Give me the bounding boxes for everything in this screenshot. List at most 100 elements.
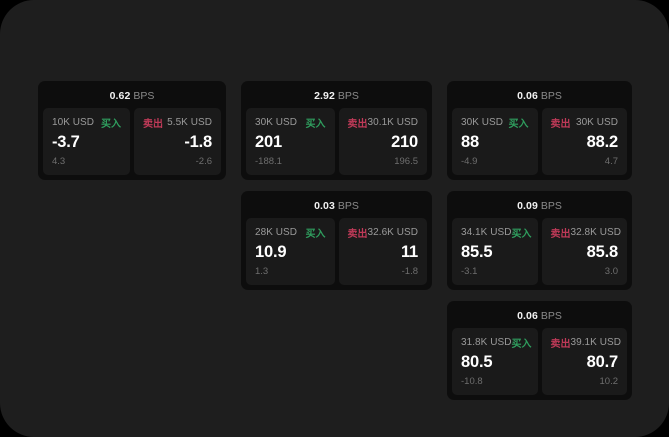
card-header: 0.03 BPS xyxy=(246,197,427,218)
card-header: 0.09 BPS xyxy=(452,197,627,218)
buy-value: 88 xyxy=(461,133,479,151)
card-header: 0.06 BPS xyxy=(452,307,627,328)
card-header: 0.06 BPS xyxy=(452,87,627,108)
sell-sub-value: 196.5 xyxy=(394,156,418,167)
sell-sub-value: -1.8 xyxy=(401,266,418,277)
bps-value: 0.09 xyxy=(517,200,538,212)
sell-tag: 卖出 xyxy=(550,229,571,240)
buy-panel[interactable]: 34.1K USD 买入 85.5 -3.1 xyxy=(452,218,538,285)
sell-panel[interactable]: 卖出 30.1K USD 210 196.5 xyxy=(338,108,427,175)
sell-size-label: 30.1K USD xyxy=(367,117,418,128)
bps-unit: BPS xyxy=(540,90,562,102)
buy-panel-header: 30K USD 买入 xyxy=(255,116,326,130)
buy-size-label: 28K USD xyxy=(255,227,298,238)
buy-panel-header: 34.1K USD 买入 xyxy=(461,226,532,240)
buy-tag: 买入 xyxy=(511,229,532,240)
spread-card[interactable]: 0.06 BPS 31.8K USD 买入 80.5 -10.8 卖出 xyxy=(447,301,632,400)
sell-value: 210 xyxy=(391,133,418,151)
buy-sub-value: 4.3 xyxy=(52,156,66,167)
card-body: 30K USD 买入 88 -4.9 卖出 30K USD 88.2 4.7 xyxy=(452,108,627,175)
sell-panel-header: 卖出 32.8K USD xyxy=(550,226,621,240)
bps-value: 0.62 xyxy=(109,90,131,102)
sell-tag: 卖出 xyxy=(347,229,368,240)
sell-tag: 卖出 xyxy=(143,119,163,130)
buy-sub-value: -188.1 xyxy=(255,156,282,167)
card-body: 34.1K USD 买入 85.5 -3.1 卖出 32.8K USD 85.8… xyxy=(452,218,627,285)
sell-sub-value: 4.7 xyxy=(604,156,618,167)
sell-sub-value: 10.2 xyxy=(599,376,619,387)
bps-unit: BPS xyxy=(540,310,562,322)
bps-unit: BPS xyxy=(337,90,359,102)
bps-value: 0.03 xyxy=(314,200,335,212)
buy-panel-header: 31.8K USD 买入 xyxy=(461,336,532,350)
buy-value: -3.7 xyxy=(52,133,80,151)
buy-panel[interactable]: 30K USD 买入 88 -4.9 xyxy=(452,108,538,175)
sell-tag: 卖出 xyxy=(347,119,368,130)
sell-value: 88.2 xyxy=(586,133,619,151)
card-body: 28K USD 买入 10.9 1.3 卖出 32.6K USD 11 -1.8 xyxy=(246,218,427,285)
buy-tag: 买入 xyxy=(305,229,326,240)
sell-panel[interactable]: 卖出 32.8K USD 85.8 3.0 xyxy=(541,218,627,285)
buy-size-label: 10K USD xyxy=(52,117,95,128)
bps-value: 0.06 xyxy=(517,310,538,322)
sell-size-label: 5.5K USD xyxy=(167,117,212,128)
spread-card[interactable]: 0.09 BPS 34.1K USD 买入 85.5 -3.1 卖出 xyxy=(447,191,632,290)
buy-tag: 买入 xyxy=(508,119,529,130)
buy-panel-header: 10K USD 买入 xyxy=(52,116,121,130)
buy-size-label: 31.8K USD xyxy=(461,337,512,348)
sell-panel-header: 卖出 30K USD xyxy=(551,116,619,130)
buy-value: 80.5 xyxy=(461,353,493,371)
buy-value: 85.5 xyxy=(461,243,493,261)
sell-value: 85.8 xyxy=(586,243,619,261)
sell-size-label: 32.6K USD xyxy=(367,227,418,238)
buy-sub-value: 1.3 xyxy=(255,266,269,277)
buy-panel[interactable]: 10K USD 买入 -3.7 4.3 xyxy=(43,108,130,175)
spread-card[interactable]: 2.92 BPS 30K USD 买入 201 -188.1 卖出 xyxy=(241,81,432,180)
card-header: 0.62 BPS xyxy=(43,87,221,108)
card-column-2: 2.92 BPS 30K USD 买入 201 -188.1 卖出 xyxy=(241,81,432,290)
buy-panel[interactable]: 31.8K USD 买入 80.5 -10.8 xyxy=(452,328,538,395)
spread-card[interactable]: 0.03 BPS 28K USD 买入 10.9 1.3 卖出 xyxy=(241,191,432,290)
sell-panel[interactable]: 卖出 32.6K USD 11 -1.8 xyxy=(338,218,427,285)
sell-size-label: 30K USD xyxy=(575,117,618,128)
sell-size-label: 32.8K USD xyxy=(570,227,621,238)
buy-value: 10.9 xyxy=(255,243,287,261)
sell-sub-value: -2.6 xyxy=(195,156,212,167)
buy-panel[interactable]: 28K USD 买入 10.9 1.3 xyxy=(246,218,335,285)
bps-value: 0.06 xyxy=(517,90,538,102)
bps-value: 2.92 xyxy=(314,90,335,102)
card-header: 2.92 BPS xyxy=(246,87,427,108)
sell-panel-header: 卖出 5.5K USD xyxy=(143,116,212,130)
buy-panel[interactable]: 30K USD 买入 201 -188.1 xyxy=(246,108,335,175)
sell-panel[interactable]: 卖出 39.1K USD 80.7 10.2 xyxy=(541,328,627,395)
buy-size-label: 30K USD xyxy=(255,117,298,128)
buy-size-label: 30K USD xyxy=(461,117,504,128)
card-column-3: 0.06 BPS 30K USD 买入 88 -4.9 卖出 xyxy=(447,81,632,400)
buy-tag: 买入 xyxy=(511,339,532,350)
card-body: 31.8K USD 买入 80.5 -10.8 卖出 39.1K USD 80.… xyxy=(452,328,627,395)
buy-sub-value: -10.8 xyxy=(461,376,483,387)
buy-size-label: 34.1K USD xyxy=(461,227,512,238)
card-body: 30K USD 买入 201 -188.1 卖出 30.1K USD 210 1… xyxy=(246,108,427,175)
bps-unit: BPS xyxy=(337,200,359,212)
sell-value: -1.8 xyxy=(184,133,212,151)
buy-sub-value: -4.9 xyxy=(461,156,478,167)
spread-card[interactable]: 0.62 BPS 10K USD 买入 -3.7 4.3 卖出 xyxy=(38,81,226,180)
spread-card[interactable]: 0.06 BPS 30K USD 买入 88 -4.9 卖出 xyxy=(447,81,632,180)
sell-panel-header: 卖出 39.1K USD xyxy=(550,336,621,350)
bps-unit: BPS xyxy=(133,90,155,102)
buy-tag: 买入 xyxy=(305,119,326,130)
sell-panel[interactable]: 卖出 5.5K USD -1.8 -2.6 xyxy=(134,108,221,175)
card-column-1: 0.62 BPS 10K USD 买入 -3.7 4.3 卖出 xyxy=(38,81,226,180)
card-body: 10K USD 买入 -3.7 4.3 卖出 5.5K USD -1.8 -2.… xyxy=(43,108,221,175)
sell-sub-value: 3.0 xyxy=(604,266,618,277)
sell-panel-header: 卖出 30.1K USD xyxy=(347,116,419,130)
sell-tag: 卖出 xyxy=(550,339,571,350)
sell-value: 80.7 xyxy=(586,353,619,371)
spread-card-board: 0.62 BPS 10K USD 买入 -3.7 4.3 卖出 xyxy=(38,81,632,400)
sell-panel-header: 卖出 32.6K USD xyxy=(347,226,419,240)
buy-tag: 买入 xyxy=(101,119,121,130)
bps-unit: BPS xyxy=(540,200,562,212)
buy-panel-header: 28K USD 买入 xyxy=(255,226,326,240)
sell-panel[interactable]: 卖出 30K USD 88.2 4.7 xyxy=(541,108,627,175)
